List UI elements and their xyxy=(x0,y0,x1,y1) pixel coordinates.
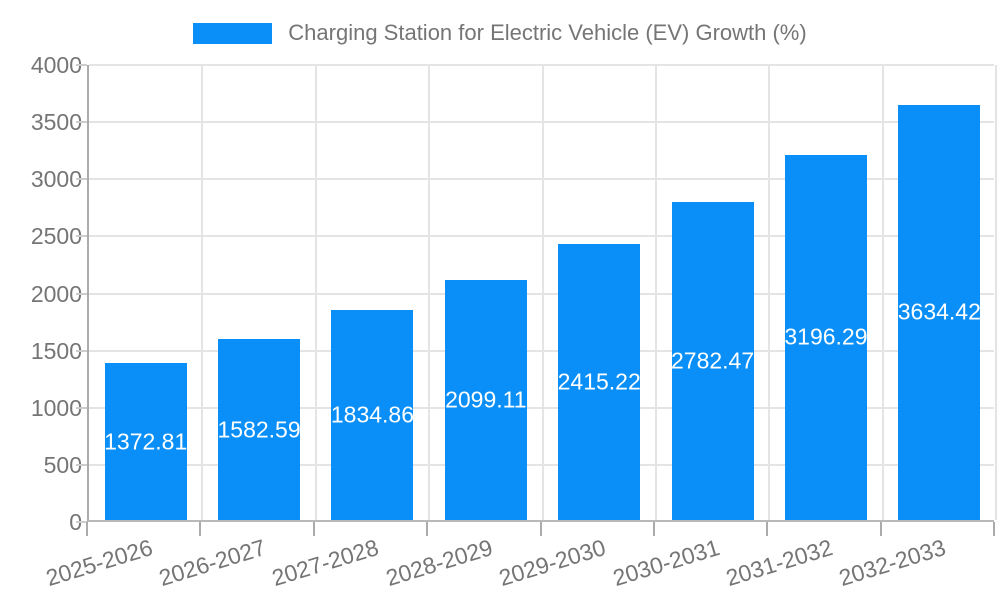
bar: 1582.59 xyxy=(217,339,301,520)
bar: 3634.42 xyxy=(897,104,981,520)
bar-value-label: 2415.22 xyxy=(557,368,641,395)
x-tick xyxy=(312,522,315,536)
bar: 2415.22 xyxy=(557,244,641,520)
bar-value-label: 1582.59 xyxy=(217,416,301,443)
y-tick-label: 1000 xyxy=(30,394,82,421)
x-gridline xyxy=(541,65,544,520)
y-tick xyxy=(76,463,87,466)
plot-area: 1372.81 1582.59 1834.86 2099.11 2415.22 2782.… xyxy=(87,64,997,522)
bar: 2782.47 xyxy=(670,202,755,520)
x-tick xyxy=(993,522,995,536)
y-tick-label: 500 xyxy=(43,451,82,478)
y-tick-label: 2500 xyxy=(30,223,82,250)
bar-value-label: 1372.81 xyxy=(104,428,188,455)
bar: 2099.11 xyxy=(444,280,527,520)
x-gridline xyxy=(314,65,317,520)
y-tick xyxy=(76,292,87,295)
x-gridline xyxy=(881,65,884,520)
bar: 1372.81 xyxy=(104,363,188,520)
x-gridline xyxy=(654,65,657,520)
bar-value-label: 2099.11 xyxy=(445,386,527,413)
y-tick-label: 1500 xyxy=(30,337,82,364)
x-gridline xyxy=(995,65,997,520)
x-gridline xyxy=(768,65,771,520)
x-tick xyxy=(539,522,542,536)
y-tick-label: 3500 xyxy=(30,109,82,136)
x-tick xyxy=(199,522,202,536)
x-tick xyxy=(879,522,882,536)
y-tick-label: 4000 xyxy=(30,52,82,78)
x-tick xyxy=(86,522,88,536)
legend: Charging Station for Electric Vehicle (E… xyxy=(0,14,1000,52)
bar: 3196.29 xyxy=(784,154,868,520)
x-tick xyxy=(766,522,769,536)
y-tick-label: 0 xyxy=(12,508,82,536)
y-tick xyxy=(76,178,87,181)
x-tick xyxy=(426,522,429,536)
y-tick xyxy=(76,235,87,238)
y-tick-label: 3000 xyxy=(30,166,82,193)
x-gridline xyxy=(201,65,204,520)
bar-value-label: 3634.42 xyxy=(897,298,981,325)
bar-value-label: 1834.86 xyxy=(330,401,415,428)
bar-value-label: 2782.47 xyxy=(670,347,755,374)
y-tick xyxy=(76,406,87,409)
y-tick xyxy=(76,121,87,124)
legend-swatch xyxy=(193,22,273,44)
x-tick xyxy=(652,522,655,536)
x-gridline xyxy=(428,65,431,520)
y-tick-label: 2000 xyxy=(30,280,82,307)
legend-label: Charging Station for Electric Vehicle (E… xyxy=(288,20,807,45)
y-tick xyxy=(76,521,87,523)
bar: 1834.86 xyxy=(330,310,415,520)
bar-value-label: 3196.29 xyxy=(784,323,868,350)
y-tick xyxy=(76,64,87,66)
y-tick xyxy=(76,349,87,352)
